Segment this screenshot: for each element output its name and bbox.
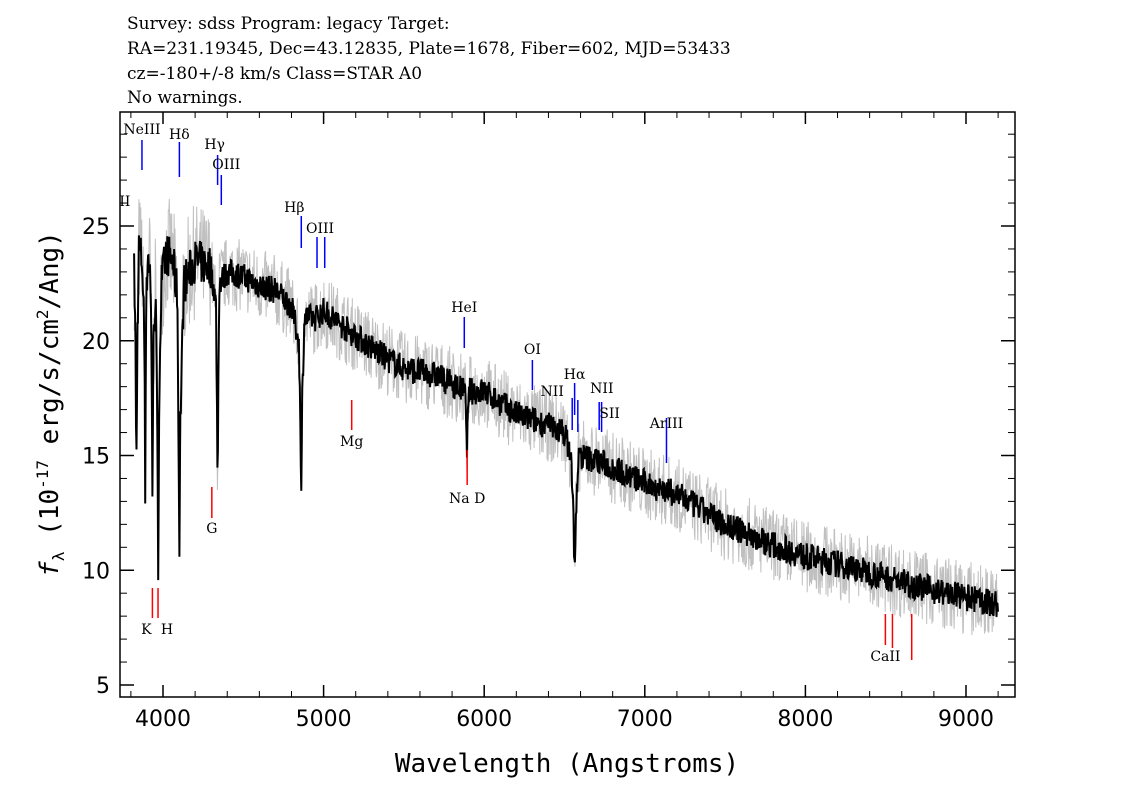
x-axis-title: Wavelength (Angstroms) — [395, 749, 739, 779]
header-line-1: Survey: sdss Program: legacy Target: — [127, 14, 450, 34]
line-label: NII — [590, 381, 613, 397]
header-line-4: No warnings. — [127, 88, 243, 108]
line-label: ArIII — [649, 416, 683, 432]
y-tick-label: 15 — [82, 445, 110, 470]
y-tick-label: 20 — [82, 330, 110, 355]
line-label: NeIII — [123, 122, 160, 138]
line-label: OII — [108, 194, 131, 210]
line-label: Hγ — [204, 137, 225, 153]
line-label: Na D — [449, 491, 485, 507]
line-label: Hα — [564, 367, 586, 383]
y-tick-label: 5 — [96, 674, 110, 699]
line-label: CaII — [870, 649, 900, 665]
header-line-2: RA=231.19345, Dec=43.12835, Plate=1678, … — [127, 39, 731, 59]
x-tick-label: 4000 — [135, 707, 191, 732]
line-label: Hβ — [284, 200, 304, 216]
line-label: H — [161, 622, 173, 638]
line-label: OIII — [212, 157, 240, 173]
line-label: OIII — [306, 221, 334, 237]
y-tick-label: 25 — [82, 215, 110, 240]
header-line-3: cz=-180+/-8 km/s Class=STAR A0 — [127, 64, 422, 84]
y-axis-title: fλ (10-17 erg/s/cm2/Ang) — [33, 231, 68, 577]
line-label: HeI — [451, 300, 477, 316]
x-tick-label: 9000 — [938, 707, 994, 732]
axes: 4000 5000 6000 7000 8000 9000 5 10 15 20 25 — [82, 112, 1015, 732]
x-tick-label: 6000 — [456, 707, 512, 732]
header: Survey: sdss Program: legacy Target: RA=… — [127, 14, 731, 108]
line-label: Hδ — [169, 127, 190, 143]
x-tick-label: 5000 — [296, 707, 352, 732]
line-label: K — [141, 622, 152, 638]
line-label: SII — [599, 406, 620, 422]
x-tick-label: 7000 — [617, 707, 673, 732]
line-label: G — [206, 521, 217, 537]
flux-spectrum — [133, 235, 999, 617]
x-tick-label: 8000 — [777, 707, 833, 732]
line-label: Mg — [340, 434, 363, 450]
line-label: OI — [524, 342, 541, 358]
plot-frame — [119, 111, 1016, 698]
line-label: NII — [541, 384, 564, 400]
y-tick-label: 10 — [82, 559, 110, 584]
plot-area — [133, 198, 999, 636]
